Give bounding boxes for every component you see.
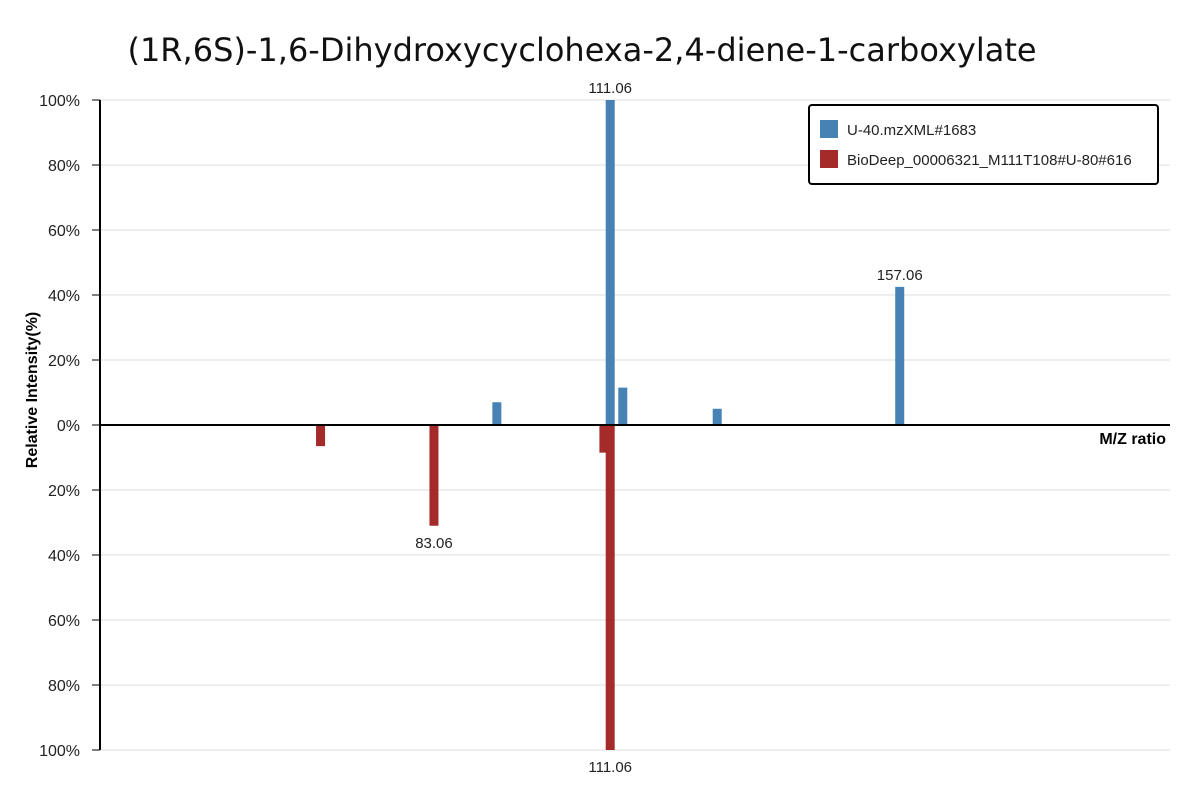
- y-tick-label: 20%: [48, 353, 80, 370]
- peak-bar: [429, 425, 439, 526]
- y-tick-label: 40%: [48, 548, 80, 565]
- peak-labels: 111.06 157.06 83.06 111.06: [415, 80, 922, 776]
- legend-swatch: [820, 120, 838, 138]
- y-tick-label: 0%: [57, 418, 80, 435]
- peak-label: 83.06: [415, 535, 453, 552]
- legend-box: [808, 104, 1159, 185]
- y-tick-label: 80%: [48, 678, 80, 695]
- y-tick-label: 100%: [39, 743, 80, 760]
- chart-title: (1R,6S)-1,6-Dihydroxycyclohexa-2,4-diene…: [127, 31, 1036, 69]
- y-tick-labels: 100% 80% 60% 40% 20% 0% 20% 40% 60% 80% 100%: [39, 93, 100, 760]
- y-axis-label: Relative Intensity(%): [24, 312, 41, 468]
- peak-bars: [316, 100, 905, 750]
- peak-bar: [712, 408, 722, 425]
- legend-entry: U-40.mzXML#1683: [847, 122, 976, 139]
- peak-bar: [492, 402, 502, 425]
- y-tick-label: 20%: [48, 483, 80, 500]
- peak-bar: [605, 100, 615, 425]
- legend-entry: BioDeep_00006321_M111T108#U-80#616: [847, 152, 1132, 169]
- y-tick-label: 60%: [48, 613, 80, 630]
- y-tick-label: 60%: [48, 223, 80, 240]
- x-axis-label: M/Z ratio: [1099, 431, 1166, 448]
- peak-label: 111.06: [588, 759, 632, 776]
- peak-bar: [605, 425, 615, 750]
- peak-label: 111.06: [588, 80, 632, 97]
- peak-bar: [618, 387, 628, 425]
- axes: [99, 100, 1170, 750]
- peak-label: 157.06: [877, 267, 923, 284]
- y-tick-label: 100%: [39, 93, 80, 110]
- peak-bar: [316, 425, 326, 447]
- y-tick-label: 40%: [48, 288, 80, 305]
- y-tick-label: 80%: [48, 158, 80, 175]
- peak-bar: [599, 425, 609, 453]
- legend: U-40.mzXML#1683 BioDeep_00006321_M111T108…: [808, 104, 1159, 185]
- peak-bar: [895, 286, 905, 425]
- legend-swatch: [820, 150, 838, 168]
